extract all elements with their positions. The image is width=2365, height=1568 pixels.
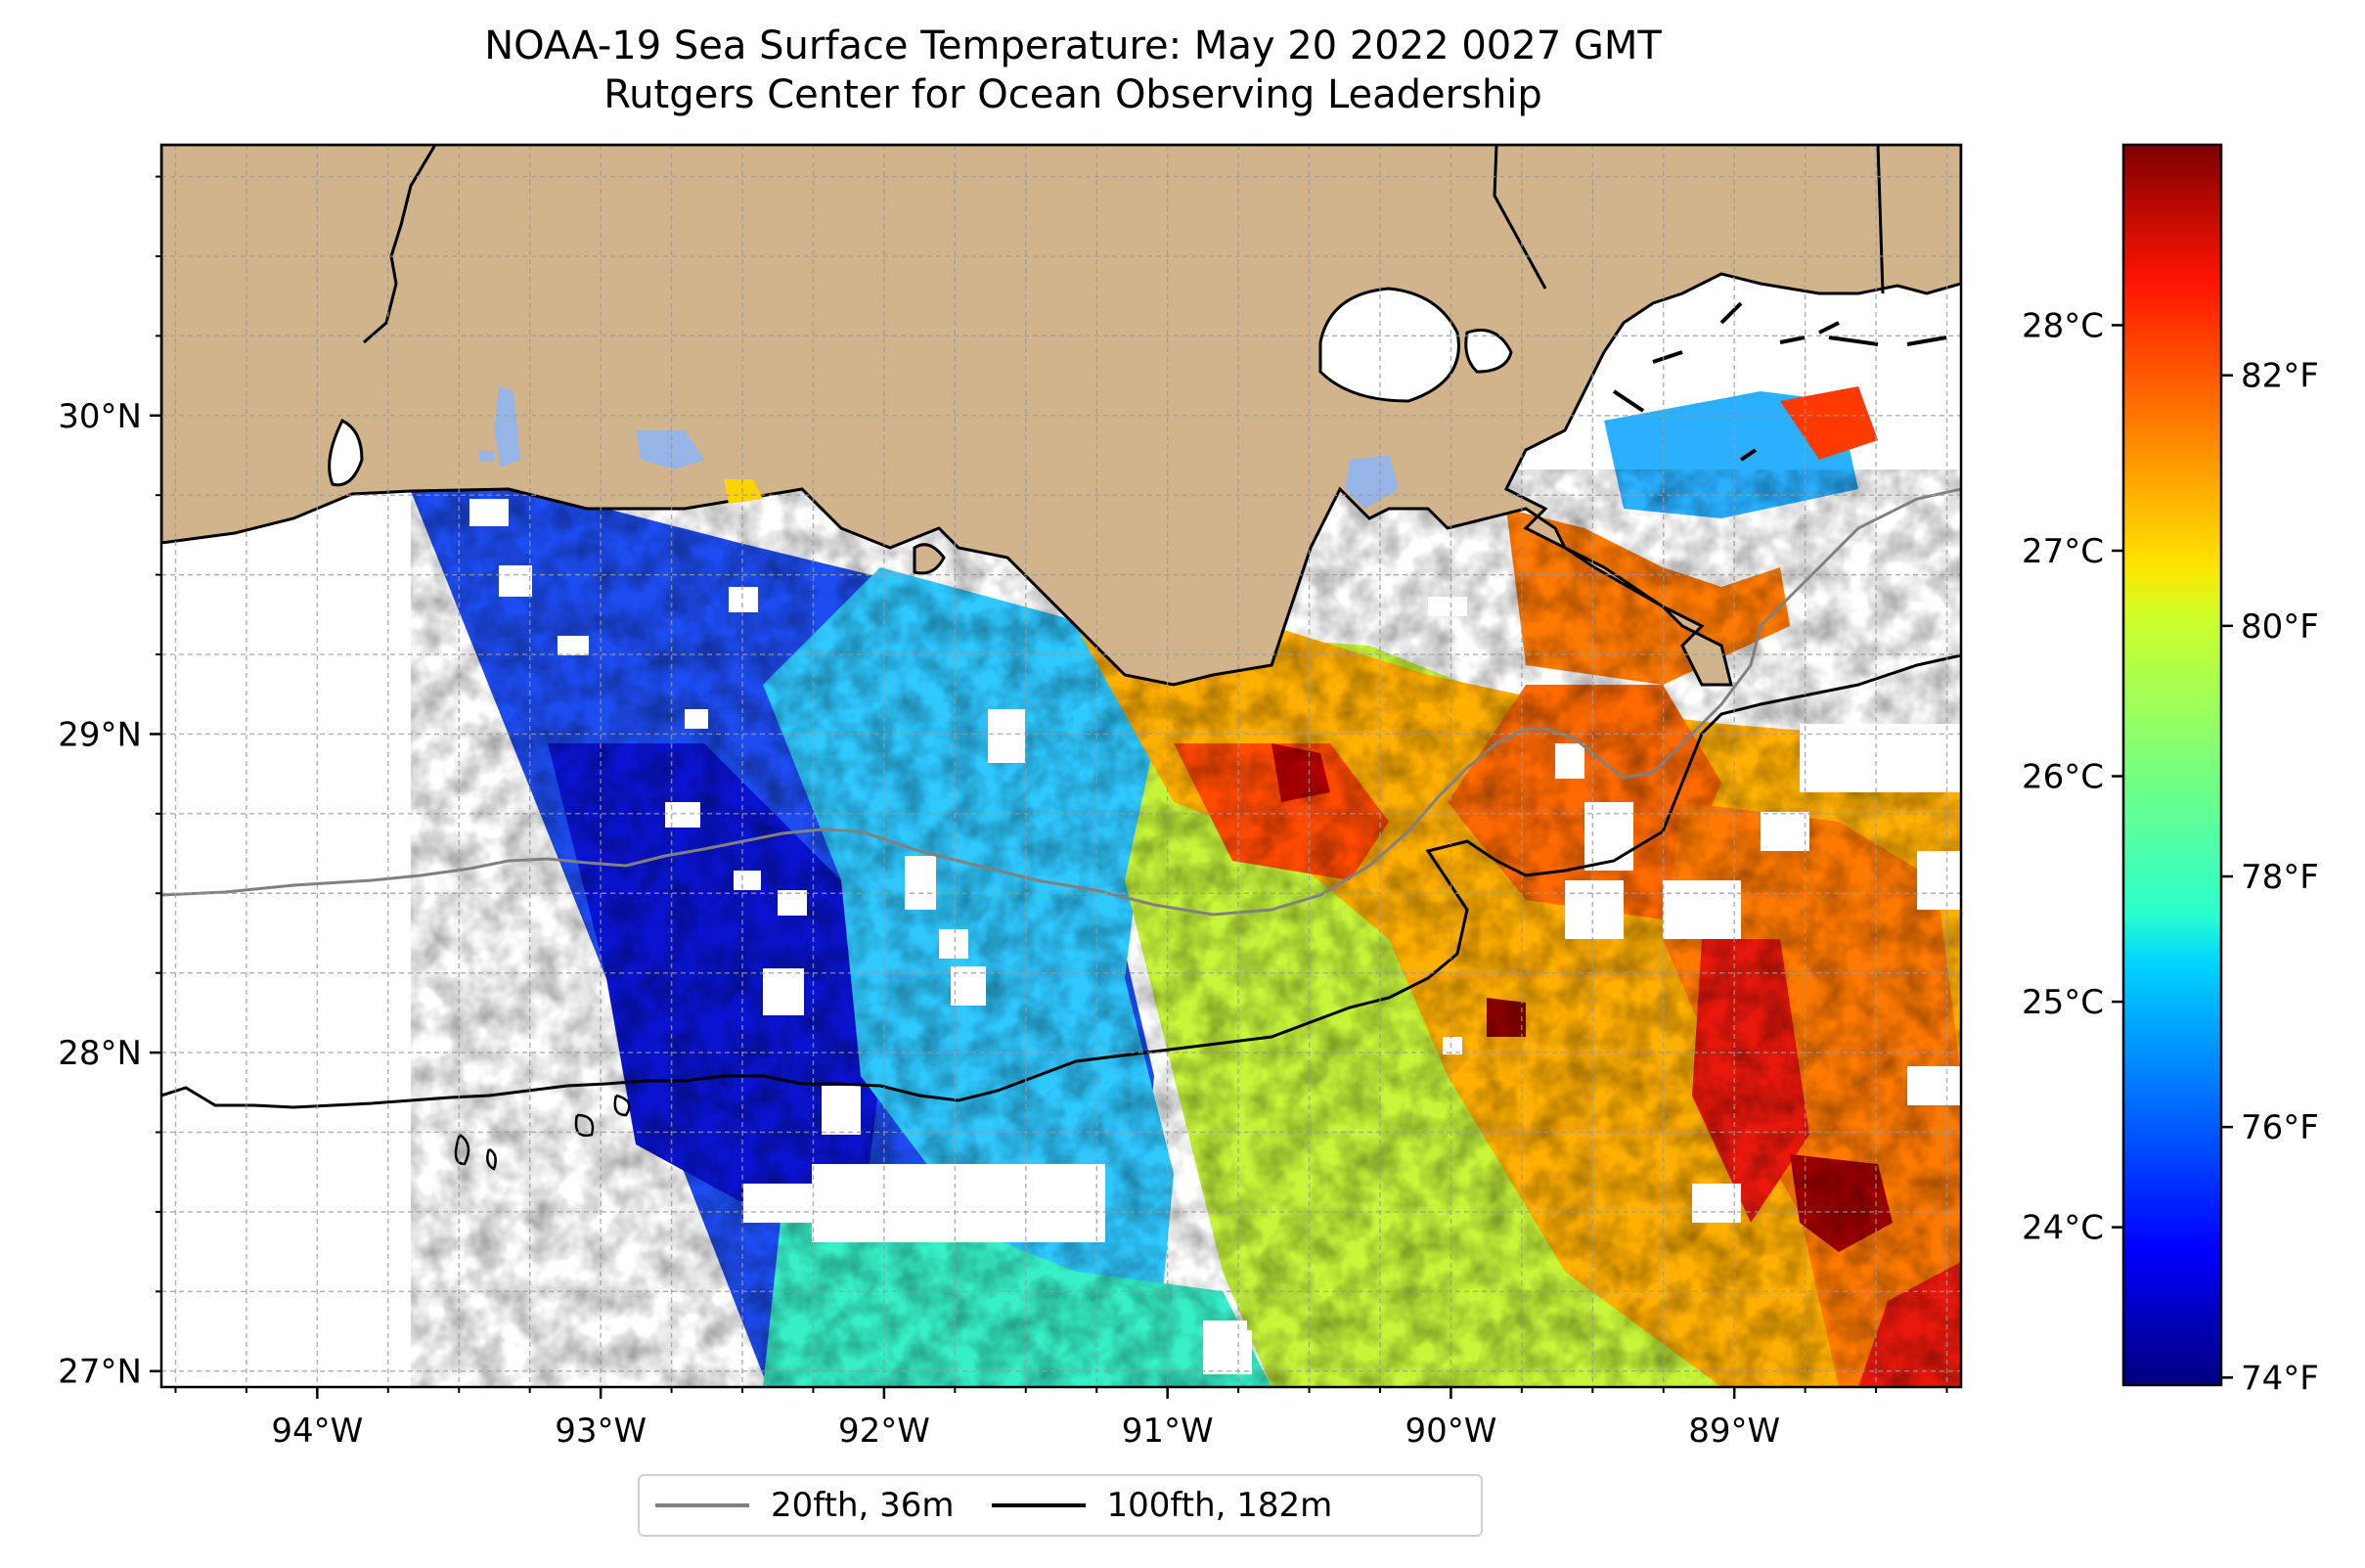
lon-tick-label: 89°W [1688,1411,1780,1451]
cloud-gap [1428,597,1467,616]
legend-label-20fth: 20fth, 36m [771,1486,955,1525]
cloud-gap [499,565,532,597]
title-line-1: NOAA-19 Sea Surface Temperature: May 20 … [484,23,1662,68]
map-axis-ticks: 94°W 93°W 92°W 91°W 90°W 89°W 27°N 28°N 29°N 30°N [58,175,1948,1451]
cloud-gap [939,929,968,959]
lat-tick-label: 29°N [58,715,142,754]
cloud-gap [734,871,761,890]
lon-tick-label: 90°W [1405,1411,1496,1451]
lat-tick-label: 27°N [58,1353,142,1392]
cloud-gap [812,1164,1105,1242]
lake-pontchartrain [1318,287,1460,403]
colorbar: 24°C 25°C 26°C 27°C 28°C 74°F 76°F 78°F 80°F 82°F [2022,143,2319,1398]
lat-tick-label: 30°N [58,397,142,436]
cloud-gap [1565,880,1624,939]
contour-20fth-36m [161,487,1961,917]
lon-tick-label: 93°W [555,1411,647,1451]
cloud-gap [1800,724,1961,792]
lat-tick-label: 28°N [58,1034,142,1073]
cloud-gap [778,890,807,916]
cloud-gap [1203,1321,1247,1374]
celsius-tick-label: 27°C [2022,532,2104,571]
gridlines [161,145,1961,1387]
cloud-gap [558,636,589,655]
fahrenheit-tick-label: 76°F [2241,1108,2319,1147]
cloud-gap [1692,1184,1741,1223]
celsius-tick-label: 24°C [2022,1209,2104,1248]
cloud-gap [1443,1037,1462,1054]
cloud-gap [729,587,758,612]
cloud-gap [469,499,509,526]
chart-title: NOAA-19 Sea Surface Temperature: May 20 … [0,22,2146,119]
cloud-gap [743,1184,822,1223]
contour-feature [454,1133,470,1166]
cloud-gap [665,802,700,828]
lon-tick-label: 91°W [1122,1411,1214,1451]
legend-line-gray [655,1503,749,1507]
cloud-gap [1917,851,1961,910]
barrier-islands [1612,301,1947,462]
cloud-gap [1663,880,1741,939]
legend-entry-100fth: 100fth, 182m [991,1486,1333,1525]
inland-water [479,450,494,462]
title-line-2: Rutgers Center for Ocean Observing Leade… [603,72,1542,117]
inland-water [494,386,520,468]
contour-100fth-182m [161,653,1961,1109]
marsh-island [913,543,946,575]
legend-line-black [991,1503,1086,1507]
contour-feature [486,1147,497,1171]
lake-borgne [1464,329,1513,374]
inland-water [636,430,704,470]
fahrenheit-tick-label: 78°F [2241,858,2319,897]
cloud-gap [763,968,804,1015]
map-plot-area [161,145,1961,1387]
contour-legend: 20fth, 36m 100fth, 182m [638,1474,1483,1537]
colorbar-gradient [2121,143,2223,1387]
cloud-gap [1555,743,1584,779]
cloud-gap [988,709,1025,763]
fahrenheit-tick-label: 80°F [2241,607,2319,647]
sabine-lake [328,418,364,487]
fahrenheit-tick-label: 82°F [2241,357,2319,396]
lon-tick-label: 94°W [271,1411,363,1451]
cloud-gap [905,856,936,910]
inland-water-warm [724,479,763,504]
contour-feature [613,1094,631,1117]
lon-tick-label: 92°W [838,1411,930,1451]
celsius-tick-label: 25°C [2022,983,2104,1022]
land-mass [161,145,1961,687]
colorbar-ticks: 24°C 25°C 26°C 27°C 28°C 74°F 76°F 78°F 80°F 82°F [2022,306,2319,1398]
fahrenheit-tick-label: 74°F [2241,1359,2319,1398]
map-frame [159,143,1963,1389]
celsius-tick-label: 26°C [2022,758,2104,797]
cloud-gap [822,1086,861,1135]
border-mississippi-alabama [1876,145,1885,294]
legend-entry-20fth: 20fth, 36m [655,1486,955,1525]
cloud-gap [685,709,708,729]
salt-dome-contours [454,1094,631,1171]
border-louisiana-mississippi [1493,145,1547,290]
celsius-tick-label: 28°C [2022,306,2104,345]
cloud-gaps [469,499,1961,1374]
legend-label-100fth: 100fth, 182m [1106,1486,1333,1525]
cloud-gap [1761,812,1809,851]
cloud-gap [1907,1066,1961,1105]
contour-feature [574,1113,595,1138]
